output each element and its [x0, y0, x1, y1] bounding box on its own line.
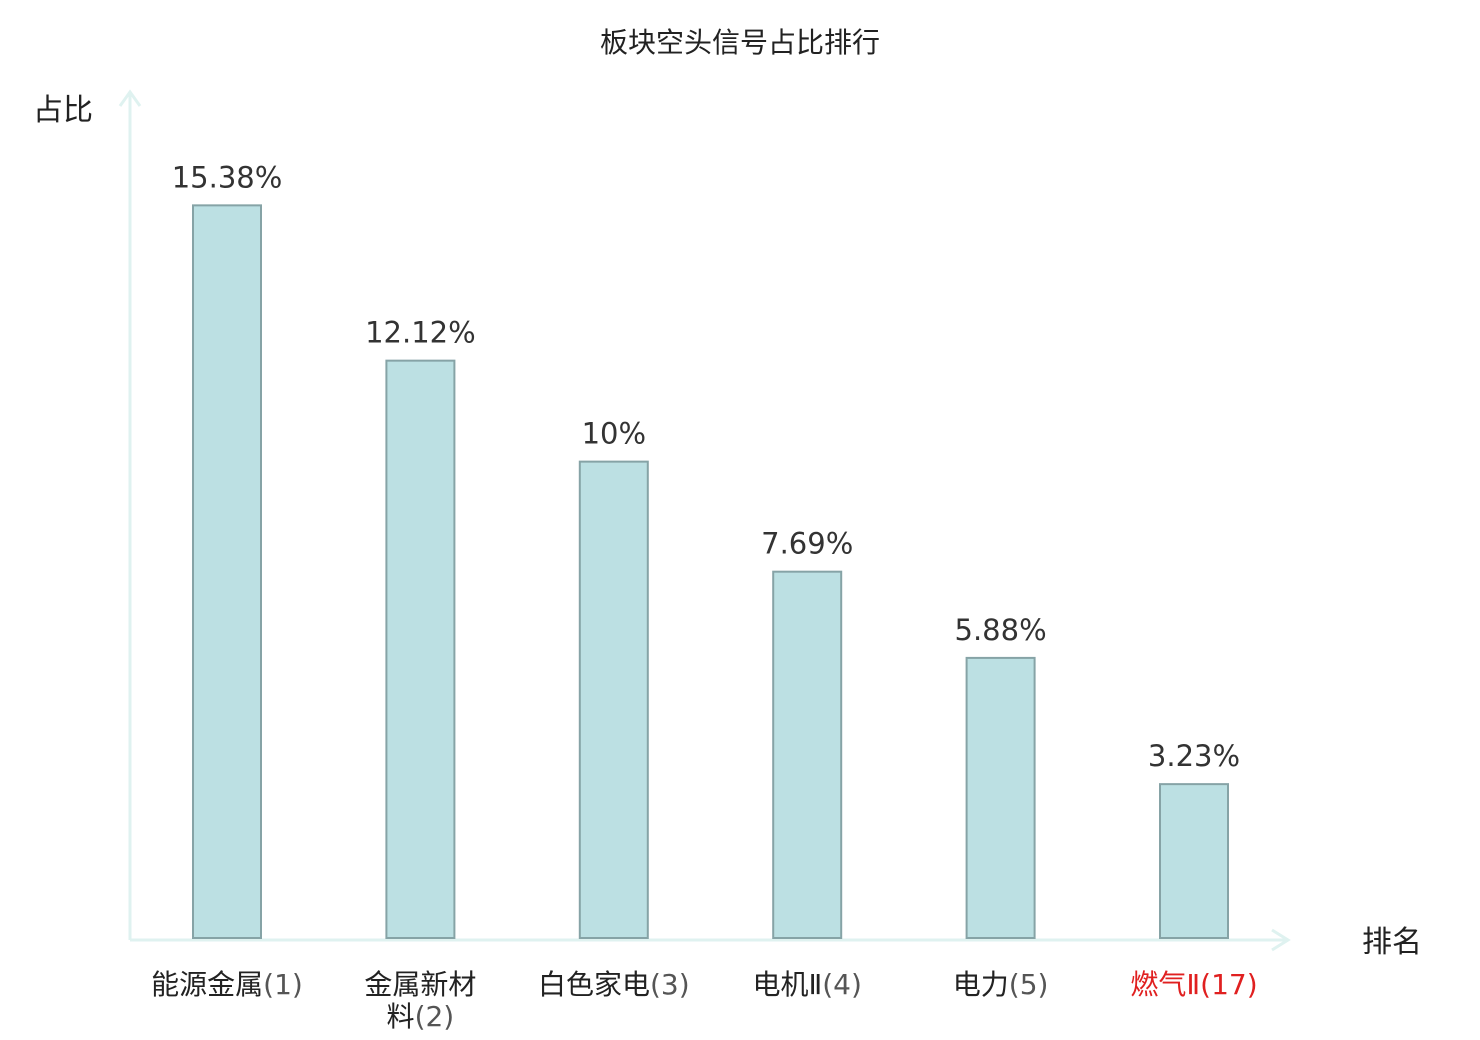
- bars: [192, 204, 1229, 940]
- y-axis-label: 占比: [33, 93, 93, 128]
- bar-value-label: 10%: [582, 417, 646, 451]
- bar: [192, 204, 262, 939]
- category-label: 金属新材料(2): [364, 968, 476, 1033]
- bar: [1159, 783, 1229, 939]
- bar-value-label: 5.88%: [955, 613, 1047, 647]
- x-axis-arrow: [1271, 928, 1291, 952]
- bar-value-label: 7.69%: [761, 527, 853, 561]
- category-labels: 能源金属(1) 金属新材料(2) 白色家电(3) 电机Ⅱ(4) 电力(5) 燃气Ⅱ(17): [151, 968, 1257, 1033]
- y-axis-arrow: [118, 89, 142, 107]
- category-label: 电机Ⅱ(4): [752, 968, 861, 1001]
- bar: [578, 460, 649, 939]
- value-labels: 15.38% 12.12% 10% 7.69% 5.88% 3.23%: [172, 160, 1240, 773]
- bar-value-label: 3.23%: [1148, 739, 1240, 773]
- chart-title: 板块空头信号占比排行: [600, 26, 880, 59]
- bar-value-label: 12.12%: [365, 316, 476, 350]
- category-label: 电力(5): [953, 968, 1049, 1001]
- bar: [772, 570, 843, 940]
- y-axis: [118, 89, 142, 940]
- category-label: 能源金属(1): [151, 968, 303, 1001]
- category-label: 燃气Ⅱ(17): [1130, 968, 1257, 1001]
- x-axis-label: 排名: [1362, 925, 1422, 960]
- bar-value-label: 15.38%: [172, 160, 283, 194]
- bar: [965, 656, 1036, 939]
- bar: [385, 359, 456, 939]
- x-axis: [130, 928, 1291, 952]
- category-label: 白色家电(3): [538, 968, 690, 1001]
